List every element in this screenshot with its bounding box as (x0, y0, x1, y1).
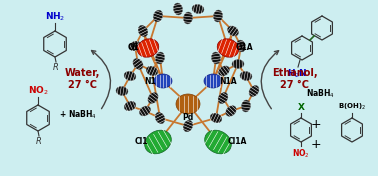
Ellipse shape (133, 58, 143, 70)
Text: NaBH$_4$: NaBH$_4$ (305, 88, 335, 100)
Ellipse shape (155, 112, 165, 124)
Ellipse shape (217, 39, 239, 57)
Ellipse shape (174, 3, 183, 15)
Text: Pd: Pd (182, 114, 194, 122)
Text: O1A: O1A (235, 43, 253, 52)
Ellipse shape (218, 66, 229, 76)
FancyArrowPatch shape (261, 51, 279, 109)
Ellipse shape (145, 130, 171, 154)
Text: Ethanol,
27 °C: Ethanol, 27 °C (272, 68, 318, 90)
FancyArrowPatch shape (91, 51, 110, 109)
Text: O1: O1 (128, 43, 140, 52)
Text: Cl1A: Cl1A (227, 137, 247, 146)
Ellipse shape (137, 39, 159, 57)
Ellipse shape (228, 26, 239, 36)
Ellipse shape (129, 41, 141, 51)
Ellipse shape (236, 40, 246, 52)
Ellipse shape (176, 94, 200, 114)
Ellipse shape (139, 106, 150, 116)
Ellipse shape (210, 113, 222, 123)
Text: Cl1: Cl1 (134, 137, 148, 146)
Ellipse shape (148, 93, 158, 103)
Text: N1A: N1A (219, 77, 237, 86)
Ellipse shape (204, 130, 231, 154)
Ellipse shape (214, 10, 223, 22)
Text: R: R (36, 137, 42, 146)
Ellipse shape (232, 59, 244, 68)
Text: +: + (311, 137, 321, 150)
Text: X: X (297, 103, 305, 112)
Text: R: R (53, 63, 59, 72)
Ellipse shape (124, 101, 136, 111)
Ellipse shape (124, 71, 136, 81)
Text: NH$_2$: NH$_2$ (45, 11, 65, 23)
Ellipse shape (192, 4, 204, 14)
Text: H$_2$N: H$_2$N (287, 68, 307, 80)
Ellipse shape (183, 12, 192, 24)
Text: N1: N1 (144, 77, 156, 86)
Text: B(OH)$_2$: B(OH)$_2$ (338, 102, 366, 112)
Ellipse shape (153, 10, 163, 22)
Ellipse shape (240, 71, 252, 81)
Text: NO$_2$: NO$_2$ (292, 148, 310, 161)
Ellipse shape (218, 92, 228, 104)
Ellipse shape (211, 52, 220, 64)
Ellipse shape (146, 66, 158, 76)
Ellipse shape (242, 100, 251, 112)
Text: +: + (311, 118, 321, 130)
Ellipse shape (154, 74, 172, 88)
Ellipse shape (116, 86, 128, 96)
Text: + NaBH$_4$: + NaBH$_4$ (59, 109, 97, 121)
Ellipse shape (204, 74, 222, 88)
Ellipse shape (183, 120, 193, 132)
Ellipse shape (249, 85, 259, 97)
Text: NO$_2$: NO$_2$ (28, 84, 48, 97)
Ellipse shape (155, 52, 164, 64)
Ellipse shape (226, 106, 236, 116)
Text: Water,
27 °C: Water, 27 °C (64, 68, 100, 90)
Ellipse shape (138, 25, 148, 37)
